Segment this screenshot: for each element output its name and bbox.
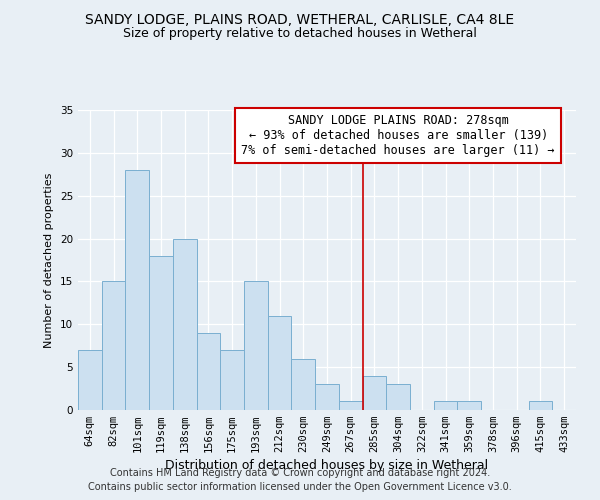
- Bar: [244, 282, 268, 410]
- Bar: [457, 402, 481, 410]
- Bar: [434, 402, 457, 410]
- Bar: [386, 384, 410, 410]
- Text: Contains public sector information licensed under the Open Government Licence v3: Contains public sector information licen…: [88, 482, 512, 492]
- Text: SANDY LODGE, PLAINS ROAD, WETHERAL, CARLISLE, CA4 8LE: SANDY LODGE, PLAINS ROAD, WETHERAL, CARL…: [85, 12, 515, 26]
- Bar: [149, 256, 173, 410]
- Bar: [197, 333, 220, 410]
- Bar: [315, 384, 339, 410]
- Bar: [78, 350, 102, 410]
- Text: SANDY LODGE PLAINS ROAD: 278sqm
← 93% of detached houses are smaller (139)
7% of: SANDY LODGE PLAINS ROAD: 278sqm ← 93% of…: [241, 114, 555, 158]
- Text: Size of property relative to detached houses in Wetheral: Size of property relative to detached ho…: [123, 28, 477, 40]
- Text: Contains HM Land Registry data © Crown copyright and database right 2024.: Contains HM Land Registry data © Crown c…: [110, 468, 490, 477]
- Bar: [102, 282, 125, 410]
- X-axis label: Distribution of detached houses by size in Wetheral: Distribution of detached houses by size …: [166, 460, 488, 472]
- Bar: [173, 238, 197, 410]
- Bar: [529, 402, 552, 410]
- Bar: [292, 358, 315, 410]
- Bar: [125, 170, 149, 410]
- Bar: [339, 402, 362, 410]
- Y-axis label: Number of detached properties: Number of detached properties: [44, 172, 55, 348]
- Bar: [220, 350, 244, 410]
- Bar: [362, 376, 386, 410]
- Bar: [268, 316, 292, 410]
